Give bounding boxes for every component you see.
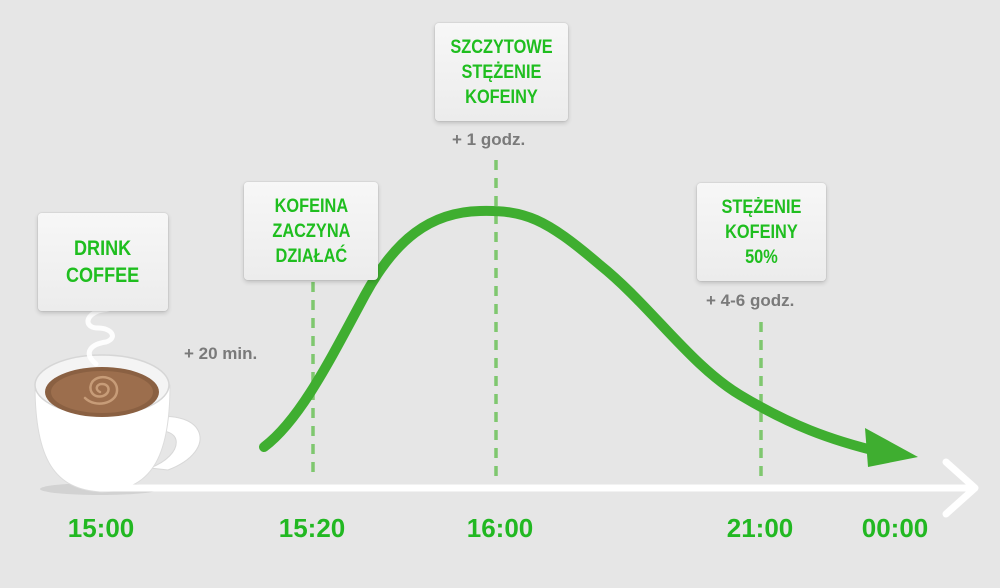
- time-axis: [96, 458, 979, 518]
- time-label-1: 15:20: [278, 513, 346, 543]
- time-label-3: 21:00: [726, 513, 794, 543]
- note-start: + 20 min.: [184, 344, 258, 363]
- card-half-concentration: STĘŻENIE KOFEINY 50%: [697, 183, 826, 281]
- card-half-concentration-label: STĘŻENIE KOFEINY 50%: [721, 196, 802, 268]
- card-peak-concentration: SZCZYTOWE STĘŻENIE KOFEINY: [435, 23, 568, 121]
- card-caffeine-starts-label: KOFEINA ZACZYNA DZIAŁAĆ: [271, 195, 351, 267]
- axis-arrowhead: [942, 458, 979, 518]
- arrow-right-icon: [865, 428, 918, 467]
- card-drink-coffee: DRINK COFFEE: [38, 213, 168, 311]
- time-label-4: 00:00: [861, 513, 929, 543]
- note-peak: + 1 godz.: [452, 130, 526, 149]
- card-peak-concentration-label: SZCZYTOWE STĘŻENIE KOFEINY: [450, 36, 553, 108]
- time-label-0: 15:00: [67, 513, 135, 543]
- coffee-cup-icon: [34, 354, 201, 495]
- note-half: + 4-6 godz.: [706, 291, 795, 310]
- caffeine-curve: [259, 205, 918, 467]
- time-label-2: 16:00: [466, 513, 534, 543]
- marker-lines: [311, 160, 763, 480]
- card-drink-coffee-label: DRINK COFFEE: [66, 237, 140, 287]
- card-caffeine-starts: KOFEINA ZACZYNA DZIAŁAĆ: [244, 182, 378, 280]
